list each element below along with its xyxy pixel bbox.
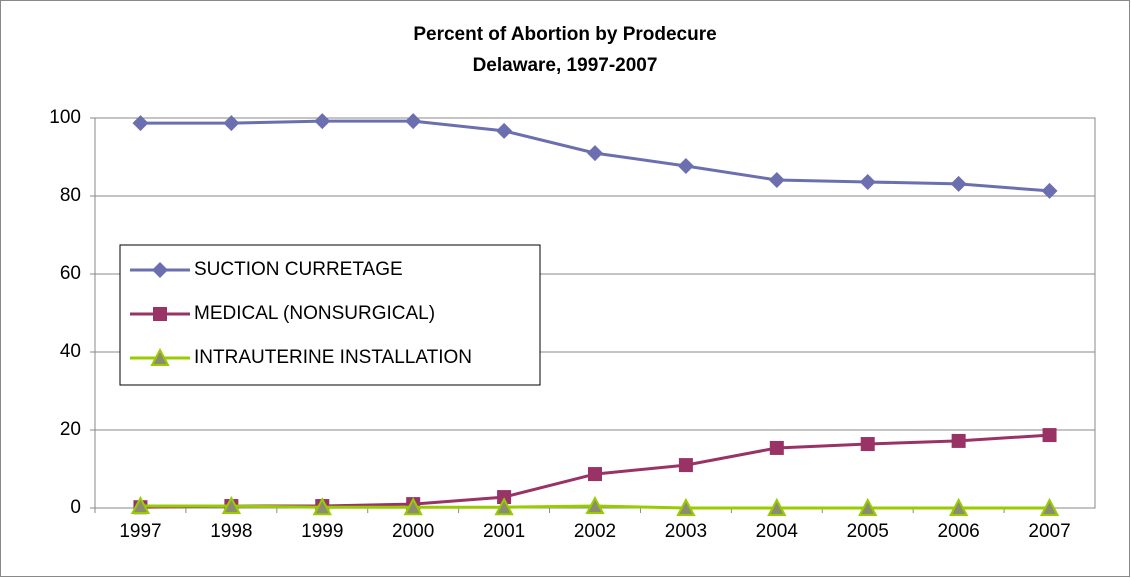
marker <box>132 115 149 132</box>
y-tick-label: 0 <box>70 497 81 518</box>
marker <box>1042 428 1057 443</box>
marker <box>677 157 694 174</box>
y-tick-label: 80 <box>60 185 81 206</box>
y-tick-label: 100 <box>49 107 81 128</box>
legend-label: MEDICAL (NONSURGICAL) <box>194 303 435 324</box>
x-tick-label: 1998 <box>210 521 252 542</box>
marker <box>676 497 696 516</box>
x-tick-label: 1999 <box>301 521 343 542</box>
marker <box>130 495 151 515</box>
marker <box>768 172 785 189</box>
x-tick-label: 2003 <box>665 521 707 542</box>
marker <box>860 437 875 452</box>
x-tick-label: 2004 <box>756 521 799 542</box>
marker <box>494 497 514 516</box>
legend-label: SUCTION CURRETAGE <box>194 259 403 280</box>
x-tick-label: 2000 <box>392 521 434 542</box>
marker <box>1039 497 1060 516</box>
marker <box>859 173 876 190</box>
marker <box>1041 182 1058 199</box>
marker <box>948 497 969 516</box>
marker <box>588 467 602 482</box>
chart-title: Percent of Abortion by Prodecure <box>413 24 716 45</box>
marker <box>403 497 423 516</box>
marker <box>312 497 332 516</box>
x-tick-label: 2001 <box>483 521 525 542</box>
y-tick-label: 60 <box>60 263 81 284</box>
marker <box>951 433 966 448</box>
y-tick-label: 40 <box>60 341 81 362</box>
marker <box>405 113 422 130</box>
marker <box>585 495 605 515</box>
marker <box>950 175 967 192</box>
marker <box>314 113 331 130</box>
marker <box>678 458 693 473</box>
legend: SUCTION CURRETAGE MEDICAL (NONSURGICAL) IN… <box>119 244 541 386</box>
x-tick-label: 2005 <box>847 521 889 542</box>
x-tick-label: 2002 <box>574 521 616 542</box>
marker <box>497 490 512 505</box>
marker <box>152 262 168 278</box>
marker <box>223 115 240 132</box>
x-tick-label: 2007 <box>1028 521 1070 542</box>
marker <box>221 495 242 515</box>
y-tick-label: 20 <box>60 419 81 440</box>
marker <box>150 347 170 366</box>
legend-label: INTRAUTERINE INSTALLATION <box>194 347 472 368</box>
chart-subtitle: Delaware, 1997-2007 <box>473 55 658 76</box>
marker <box>858 497 878 516</box>
marker <box>587 145 603 162</box>
marker <box>767 497 787 516</box>
marker <box>496 122 513 139</box>
x-tick-label: 2006 <box>937 521 979 542</box>
x-tick-label: 1997 <box>119 521 161 542</box>
marker <box>769 440 784 455</box>
marker <box>153 307 167 321</box>
